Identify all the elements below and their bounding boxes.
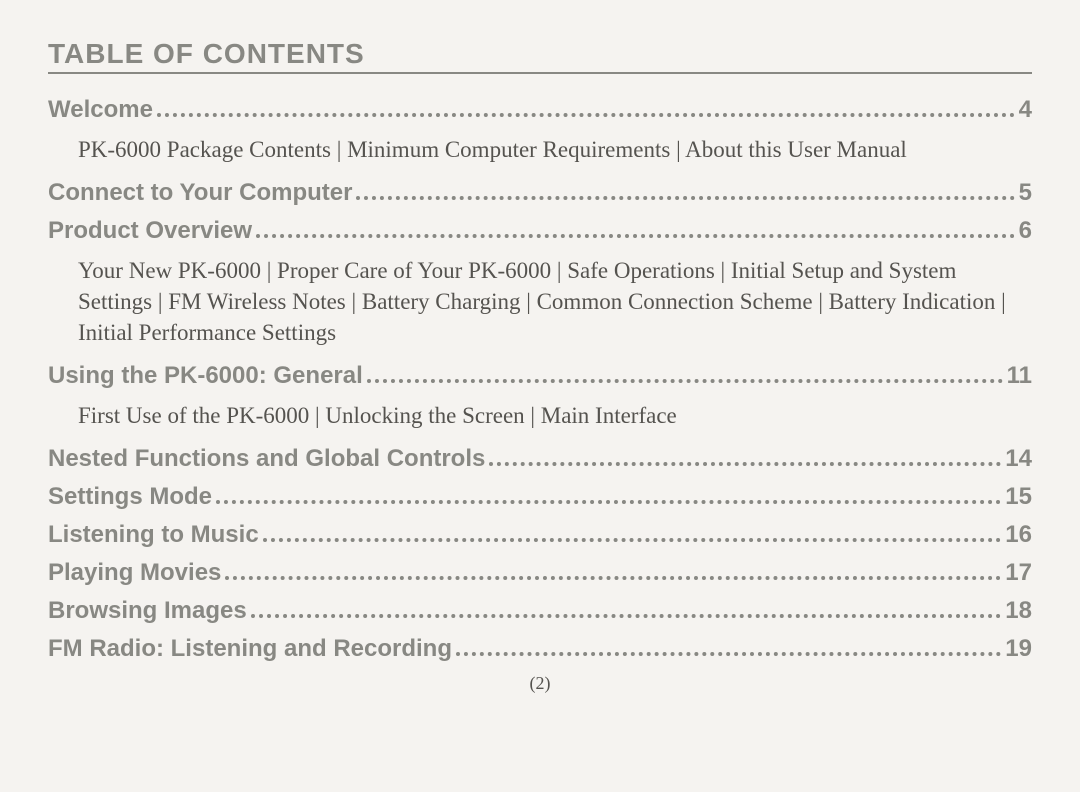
- toc-entry-description: PK-6000 Package Contents | Minimum Compu…: [78, 134, 1032, 165]
- toc-entry-page: 14: [1005, 445, 1032, 473]
- toc-list: Welcome 4 PK-6000 Package Contents | Minim…: [48, 96, 1032, 663]
- toc-entry: Using the PK-6000: General 11: [48, 362, 1032, 390]
- toc-entry-page: 17: [1005, 559, 1032, 587]
- toc-entry: Nested Functions and Global Controls 14: [48, 445, 1032, 473]
- toc-entry-description: First Use of the PK-6000 | Unlocking the…: [78, 400, 1032, 431]
- toc-entry-page: 4: [1019, 96, 1032, 124]
- toc-entry-label: Using the PK-6000: General: [48, 362, 363, 390]
- toc-entry-label: Listening to Music: [48, 521, 259, 549]
- toc-entry-label: FM Radio: Listening and Recording: [48, 635, 452, 663]
- toc-entry: Listening to Music 16: [48, 521, 1032, 549]
- toc-entry-label: Welcome: [48, 96, 153, 124]
- toc-entry-page: 5: [1019, 179, 1032, 207]
- page-number: (2): [48, 673, 1032, 694]
- toc-entry-label: Playing Movies: [48, 559, 221, 587]
- toc-entry-page: 11: [1007, 362, 1032, 390]
- toc-leader-dots: [225, 576, 1001, 580]
- toc-leader-dots: [251, 614, 1002, 618]
- toc-entry-label: Nested Functions and Global Controls: [48, 445, 485, 473]
- toc-entry-label: Product Overview: [48, 217, 252, 245]
- toc-leader-dots: [489, 462, 1001, 466]
- toc-entry-label: Settings Mode: [48, 483, 212, 511]
- toc-entry: Product Overview 6: [48, 217, 1032, 245]
- toc-entry-page: 19: [1005, 635, 1032, 663]
- toc-entry: Connect to Your Computer 5: [48, 179, 1032, 207]
- toc-leader-dots: [216, 500, 1001, 504]
- toc-entry-page: 6: [1019, 217, 1032, 245]
- toc-leader-dots: [367, 379, 1003, 383]
- toc-entry: Settings Mode 15: [48, 483, 1032, 511]
- toc-entry: Browsing Images 18: [48, 597, 1032, 625]
- toc-entry-page: 18: [1005, 597, 1032, 625]
- toc-entry: Welcome 4: [48, 96, 1032, 124]
- toc-entry-page: 15: [1005, 483, 1032, 511]
- toc-title: TABLE OF CONTENTS: [48, 38, 1032, 74]
- toc-leader-dots: [263, 538, 1002, 542]
- toc-entry-label: Browsing Images: [48, 597, 247, 625]
- toc-leader-dots: [256, 234, 1015, 238]
- toc-leader-dots: [157, 113, 1015, 117]
- toc-entry: FM Radio: Listening and Recording 19: [48, 635, 1032, 663]
- toc-entry-page: 16: [1005, 521, 1032, 549]
- toc-entry-label: Connect to Your Computer: [48, 179, 352, 207]
- toc-entry-description: Your New PK-6000 | Proper Care of Your P…: [78, 255, 1032, 348]
- toc-leader-dots: [356, 196, 1014, 200]
- toc-leader-dots: [456, 652, 1001, 656]
- toc-entry: Playing Movies 17: [48, 559, 1032, 587]
